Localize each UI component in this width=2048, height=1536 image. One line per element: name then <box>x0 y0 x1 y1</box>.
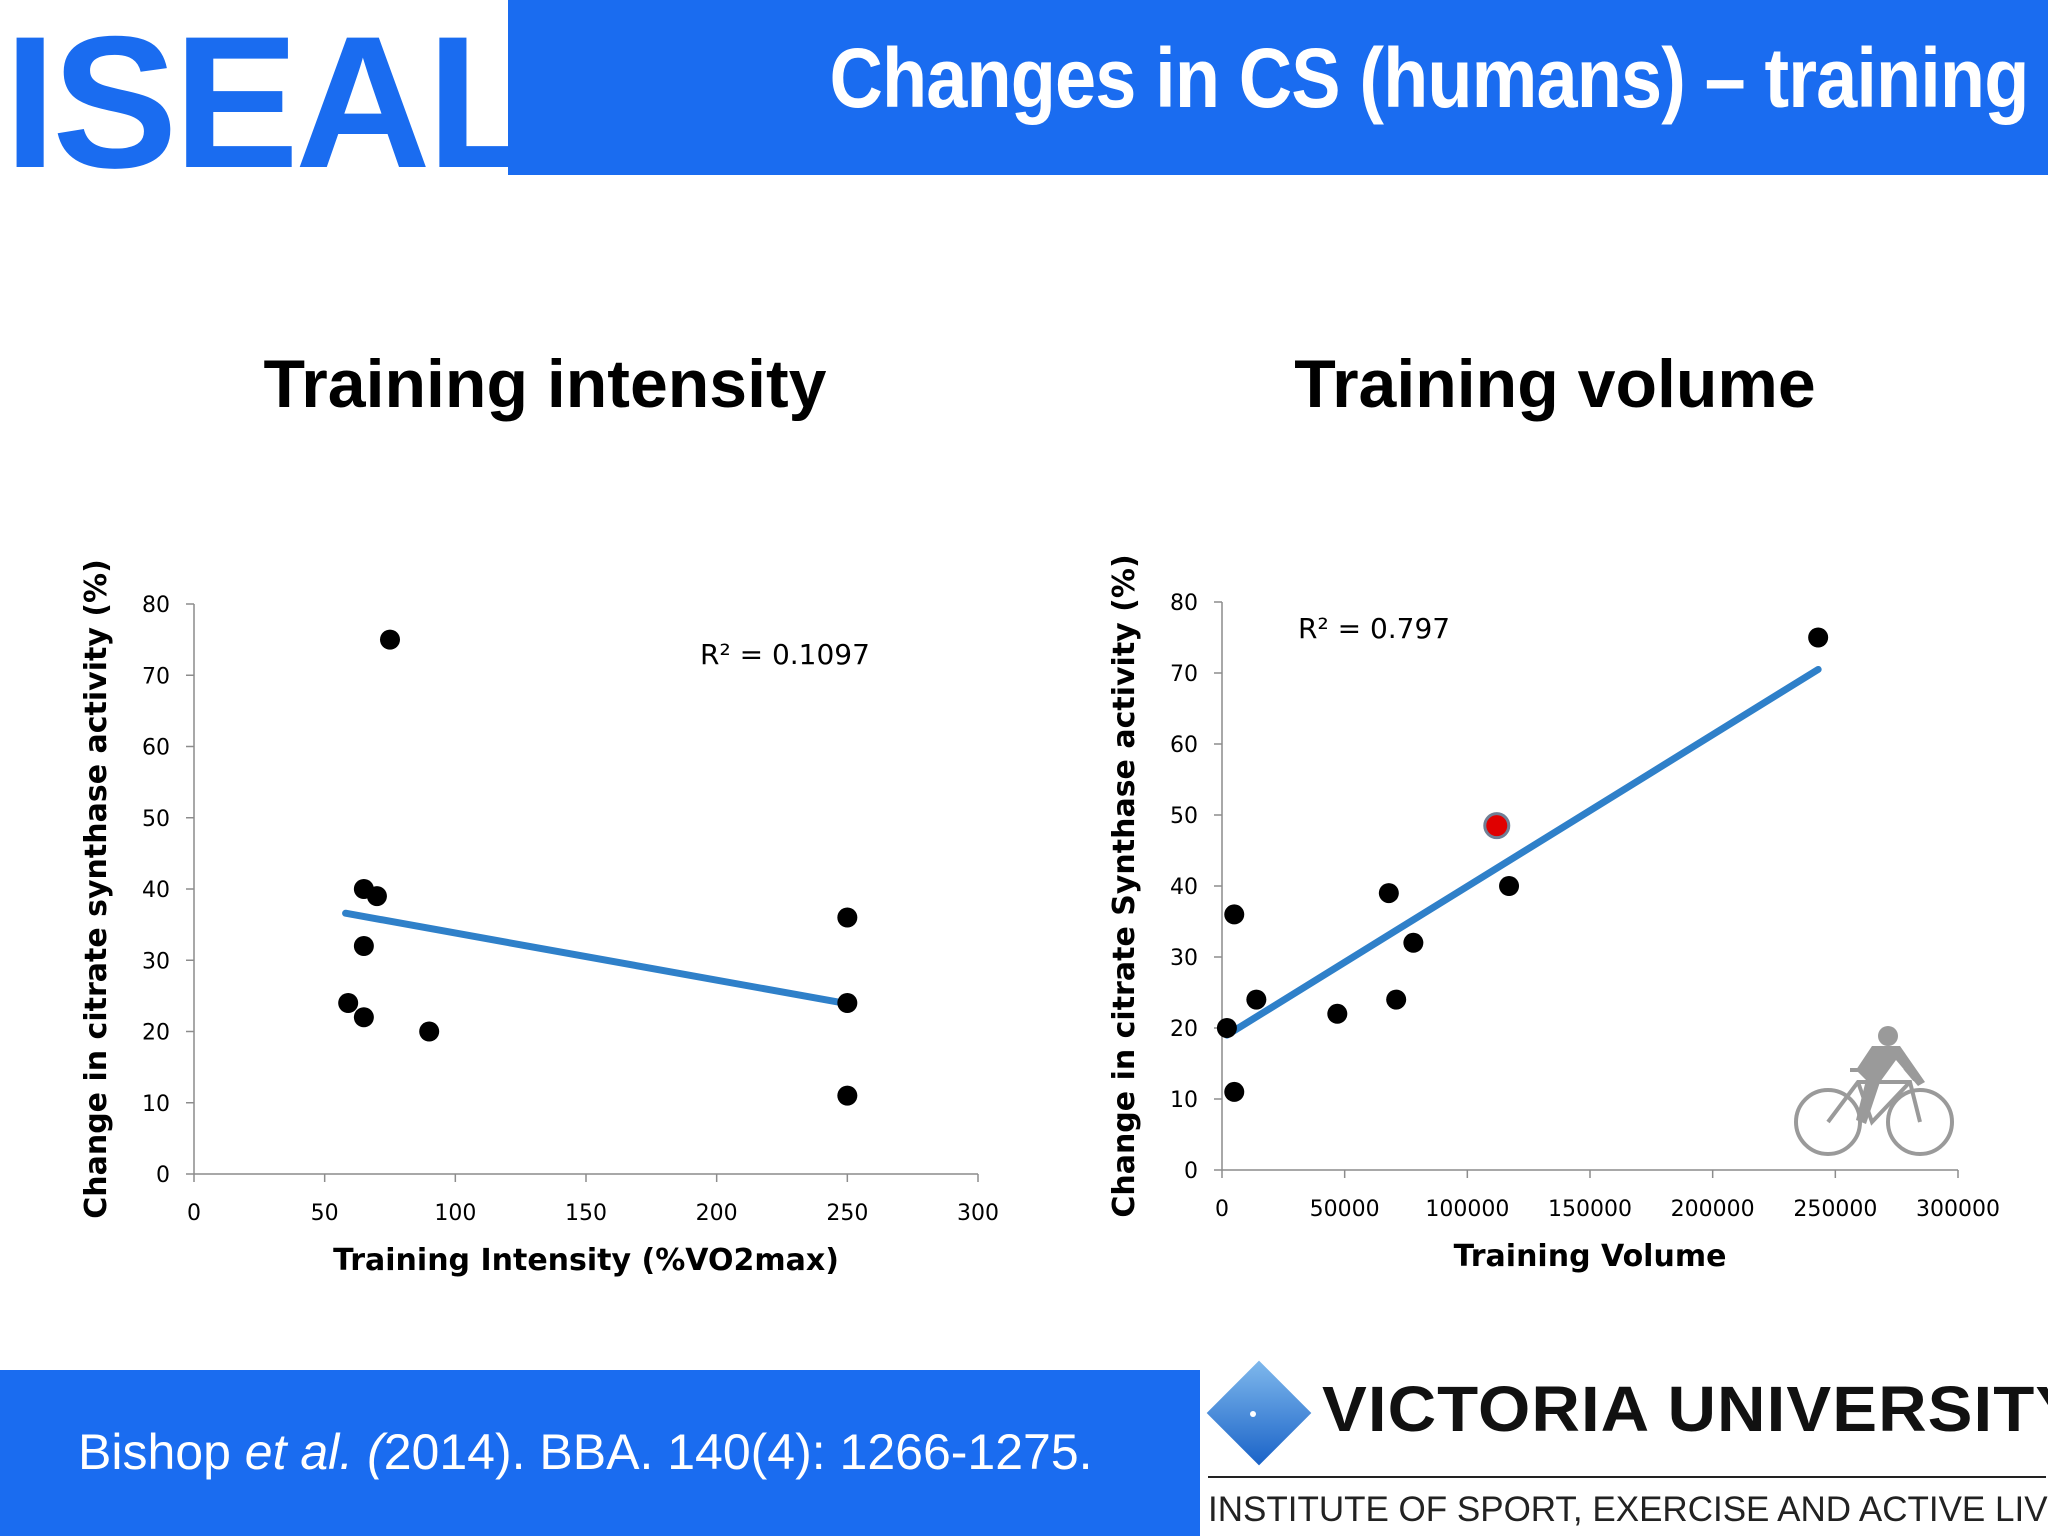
vu-diamond-logo-icon <box>1206 1360 1312 1466</box>
x-axis-title-intensity: Training Intensity (%VO2max) <box>333 1243 839 1278</box>
data-point-intensity <box>353 1007 374 1028</box>
data-point-intensity <box>419 1021 440 1042</box>
institute-name: INSTITUTE OF SPORT, EXERCISE AND ACTIVE … <box>1208 1490 2048 1529</box>
y-axis-title-volume: Change in citrate Synthase activity (%) <box>1107 554 1142 1217</box>
x-tick-label-volume: 150000 <box>1548 1197 1632 1222</box>
data-point-volume <box>1246 989 1267 1010</box>
x-tick-label-intensity: 50 <box>311 1201 339 1226</box>
x-tick-label-volume: 100000 <box>1425 1197 1509 1222</box>
y-tick-label-volume: 10 <box>1170 1088 1198 1113</box>
data-point-volume <box>1403 932 1424 953</box>
charts-canvas: Training Intensity (%VO2max) Change in c… <box>79 554 2000 1278</box>
slide-title: Changes in CS (humans) – training <box>829 31 2029 125</box>
r-squared-volume: R² = 0.797 <box>1298 612 1450 645</box>
data-point-volume <box>1386 989 1407 1010</box>
chart-heading-volume: Training volume <box>1294 346 1816 422</box>
y-tick-label-intensity: 20 <box>142 1021 170 1046</box>
trendline-intensity <box>342 909 851 1008</box>
y-tick-label-volume: 80 <box>1170 591 1198 616</box>
x-axis-title-volume: Training Volume <box>1454 1239 1727 1274</box>
x-tick-label-intensity: 200 <box>696 1201 738 1226</box>
data-point-volume <box>1224 1081 1245 1102</box>
y-tick-label-volume: 40 <box>1170 875 1198 900</box>
data-point-volume <box>1216 1018 1237 1038</box>
y-axis-title-intensity: Change in citrate synthase activity (%) <box>79 559 114 1219</box>
x-tick-label-intensity: 250 <box>826 1201 868 1226</box>
x-tick-label-intensity: 100 <box>434 1201 476 1226</box>
data-point-volume <box>1224 904 1245 925</box>
data-point-volume <box>1499 876 1520 896</box>
y-tick-label-intensity: 30 <box>142 949 170 974</box>
data-point-intensity <box>380 629 400 650</box>
citation-details: 2014). BBA. 140(4): 1266-1275. <box>383 1424 1093 1480</box>
y-tick-label-volume: 30 <box>1170 946 1198 971</box>
data-point-intensity <box>837 907 858 928</box>
data-point-intensity <box>837 1085 858 1106</box>
y-tick-label-intensity: 0 <box>156 1163 170 1188</box>
highlight-point-volume <box>1483 812 1511 840</box>
citation-banner <box>0 1370 1200 1536</box>
citation-et-al: et al. ( <box>244 1424 384 1480</box>
citation-authors: Bishop <box>78 1424 245 1480</box>
x-tick-label-volume: 300000 <box>1916 1197 2000 1222</box>
university-divider <box>1208 1476 2046 1478</box>
y-tick-label-volume: 60 <box>1170 733 1198 758</box>
y-tick-label-volume: 0 <box>1184 1159 1198 1184</box>
data-point-intensity <box>837 993 858 1013</box>
trendline-volume <box>1223 665 1822 1039</box>
y-tick-label-intensity: 10 <box>142 1092 170 1117</box>
data-point-volume <box>1808 627 1829 648</box>
x-tick-label-intensity: 150 <box>565 1201 607 1226</box>
citation: Bishop et al. (2014). BBA. 140(4): 1266-… <box>78 1423 1093 1481</box>
y-tick-label-intensity: 40 <box>142 878 170 903</box>
y-tick-label-intensity: 60 <box>142 736 170 761</box>
data-point-intensity <box>353 936 374 956</box>
y-tick-label-intensity: 50 <box>142 807 170 832</box>
y-tick-label-volume: 70 <box>1170 662 1198 687</box>
university-name: VICTORIA UNIVERSITY <box>1322 1373 2048 1445</box>
x-tick-label-volume: 0 <box>1215 1197 1229 1222</box>
x-tick-label-intensity: 300 <box>957 1201 999 1226</box>
y-tick-label-intensity: 80 <box>142 593 170 618</box>
cyclist-icon <box>1794 1026 1954 1156</box>
iseal-logo: ISEAL <box>4 0 542 207</box>
x-tick-label-volume: 200000 <box>1671 1197 1755 1222</box>
data-point-volume <box>1327 1003 1348 1024</box>
data-point-intensity <box>366 886 387 907</box>
x-tick-label-volume: 50000 <box>1310 1197 1380 1222</box>
data-point-intensity <box>338 993 359 1013</box>
x-tick-label-intensity: 0 <box>187 1201 201 1226</box>
data-point-volume <box>1378 883 1399 904</box>
chart-heading-intensity: Training intensity <box>263 346 827 422</box>
y-tick-label-volume: 20 <box>1170 1017 1198 1042</box>
y-tick-label-intensity: 70 <box>142 664 170 689</box>
r-squared-intensity: R² = 0.1097 <box>700 638 870 671</box>
title-banner: Changes in CS (humans) – training <box>508 0 2048 175</box>
y-tick-label-volume: 50 <box>1170 804 1198 829</box>
vu-logo-dot-icon <box>1250 1411 1256 1417</box>
x-tick-label-volume: 250000 <box>1793 1197 1877 1222</box>
